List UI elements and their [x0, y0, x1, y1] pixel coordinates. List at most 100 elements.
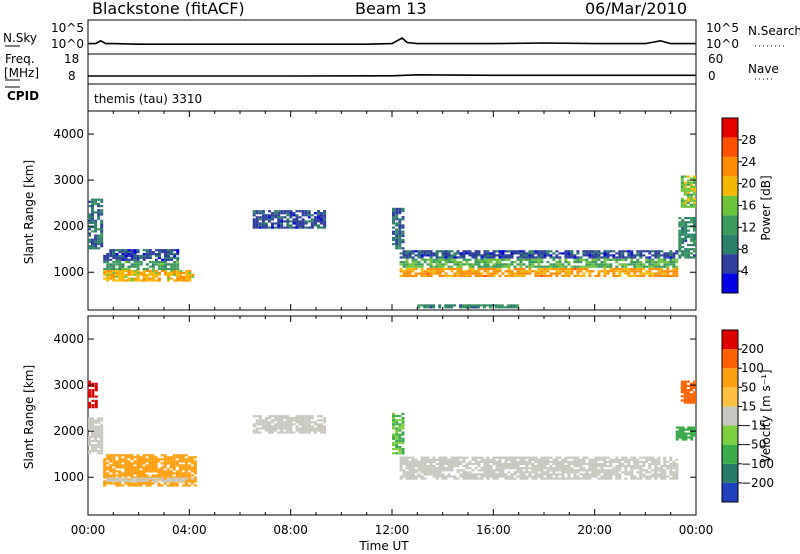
range-gate-cell	[121, 454, 125, 457]
range-gate-cell	[621, 252, 625, 255]
range-gate-cell	[579, 469, 583, 472]
range-gate-cell	[148, 456, 152, 459]
range-gate-cell	[426, 473, 430, 476]
range-gate-cell	[118, 474, 122, 477]
range-gate-cell	[450, 267, 454, 271]
range-gate-cell	[642, 272, 646, 275]
range-gate-cell	[507, 270, 511, 273]
range-gate-cell	[88, 219, 91, 222]
range-gate-cell	[408, 250, 412, 253]
range-gate-cell	[139, 464, 143, 467]
range-gate-cell	[323, 421, 327, 424]
range-gate-cell	[543, 460, 547, 463]
x-tick-label: 04:00	[172, 523, 207, 537]
range-gate-cell	[462, 263, 466, 266]
range-gate-cell	[127, 251, 131, 254]
range-gate-cell	[618, 270, 622, 273]
range-gate-cell	[310, 220, 314, 223]
range-gate-cell	[645, 471, 649, 474]
range-gate-cell	[654, 267, 658, 271]
range-gate-cell	[420, 252, 424, 255]
range-gate-cell	[531, 258, 535, 261]
range-gate-cell	[173, 261, 177, 264]
range-gate-cell	[295, 214, 299, 217]
range-gate-cell	[438, 462, 442, 466]
range-gate-cell	[564, 467, 568, 470]
range-gate-cell	[531, 475, 535, 478]
range-gate-cell	[480, 267, 484, 271]
range-gate-cell	[501, 462, 505, 466]
range-gate-cell	[187, 456, 191, 459]
range-gate-cell	[130, 254, 134, 258]
range-gate-cell	[600, 465, 604, 468]
range-gate-cell	[88, 404, 91, 407]
range-gate-cell	[100, 448, 104, 451]
range-gate-cell	[139, 472, 143, 475]
range-gate-cell	[97, 217, 101, 220]
range-gate-cell	[603, 475, 607, 478]
range-gate-cell	[675, 465, 679, 468]
range-gate-cell	[170, 273, 174, 276]
range-gate-cell	[100, 243, 104, 246]
range-gate-cell	[494, 304, 498, 307]
range-gate-cell	[145, 277, 149, 280]
range-gate-cell	[606, 270, 610, 273]
range-gate-cell	[411, 471, 415, 474]
range-gate-cell	[277, 431, 281, 434]
range-gate-cell	[624, 456, 628, 459]
range-gate-cell	[552, 272, 556, 275]
range-gate-cell	[582, 254, 586, 257]
range-gate-cell	[552, 469, 556, 472]
range-gate-cell	[498, 258, 502, 261]
range-gate-cell	[139, 279, 143, 282]
range-gate-cell	[447, 475, 451, 478]
range-gate-cell	[680, 179, 684, 182]
range-gate-cell	[317, 423, 320, 426]
range-gate-cell	[193, 468, 197, 471]
range-gate-cell	[651, 267, 655, 271]
range-gate-cell	[280, 224, 284, 227]
range-gate-cell	[543, 477, 547, 480]
range-gate-cell	[190, 458, 194, 461]
range-gate-cell	[151, 267, 155, 271]
range-gate-cell	[495, 263, 499, 266]
range-gate-cell	[618, 274, 622, 277]
range-gate-cell	[585, 469, 589, 472]
range-gate-cell	[606, 460, 610, 463]
range-gate-cell	[531, 263, 535, 266]
range-gate-cell	[606, 254, 610, 257]
range-gate-cell	[280, 218, 284, 221]
range-gate-cell	[654, 458, 658, 461]
range-gate-cell	[500, 304, 504, 307]
range-gate-cell	[531, 471, 535, 474]
range-gate-cell	[453, 475, 457, 478]
range-gate-cell	[169, 456, 173, 459]
range-gate-cell	[420, 250, 424, 253]
range-gate-cell	[528, 267, 532, 271]
range-gate-cell	[304, 419, 308, 422]
range-gate-cell	[112, 256, 116, 259]
range-gate-cell	[675, 432, 679, 435]
range-gate-cell	[151, 261, 155, 264]
range-gate-cell	[185, 275, 189, 278]
power-colorbar-segment	[722, 195, 738, 216]
range-gate-cell	[392, 236, 395, 239]
range-gate-cell	[187, 460, 191, 463]
range-gate-cell	[633, 270, 637, 273]
range-gate-cell	[173, 254, 177, 258]
range-gate-cell	[160, 466, 164, 469]
range-gate-cell	[435, 475, 439, 478]
velocity-colorbar-tick-label: 200	[741, 342, 764, 356]
range-gate-cell	[88, 240, 91, 244]
range-gate-cell	[683, 391, 687, 394]
range-gate-cell	[283, 431, 287, 434]
range-gate-cell	[268, 214, 271, 217]
range-gate-cell	[420, 256, 424, 259]
range-gate-cell	[476, 304, 480, 307]
range-gate-cell	[519, 477, 523, 480]
range-gate-cell	[549, 469, 553, 472]
range-gate-cell	[680, 203, 684, 206]
range-gate-cell	[693, 181, 696, 184]
range-gate-cell	[307, 220, 311, 223]
range-gate-cell	[392, 452, 395, 455]
